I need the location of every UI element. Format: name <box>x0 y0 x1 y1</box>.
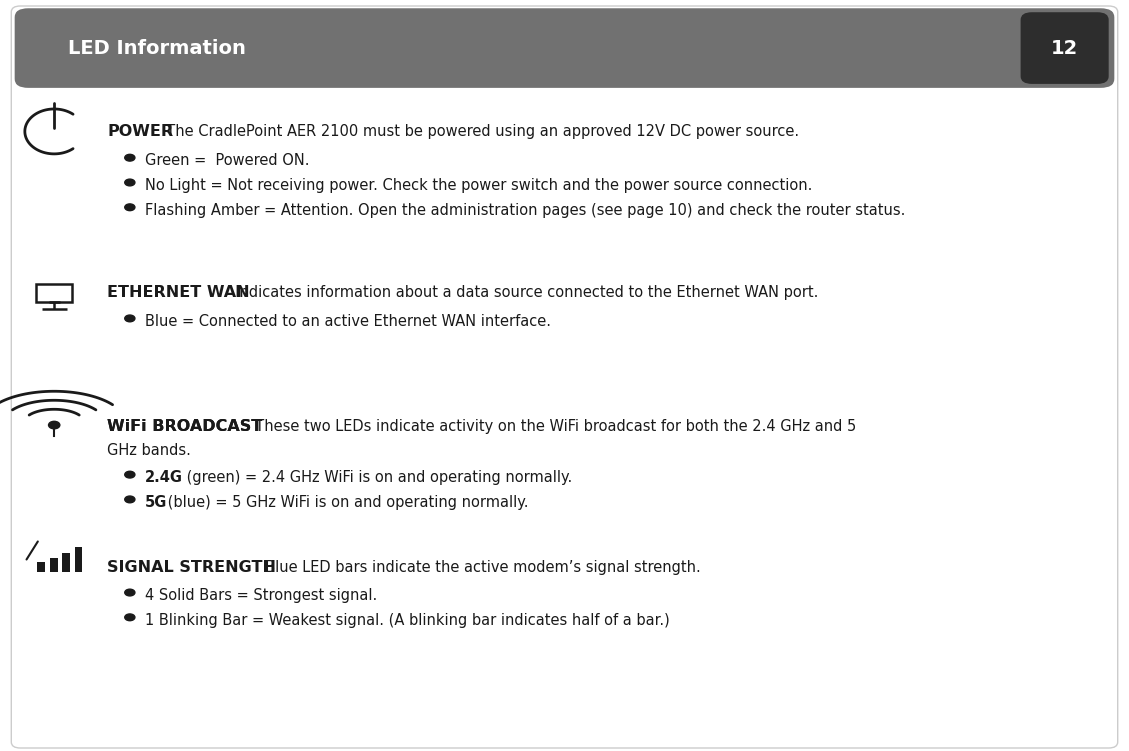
Text: The CradlePoint AER 2100 must be powered using an approved 12V DC power source.: The CradlePoint AER 2100 must be powered… <box>157 124 799 139</box>
Text: GHz bands.: GHz bands. <box>107 443 191 458</box>
Bar <box>37 562 45 572</box>
Text: Flashing Amber = Attention. Open the administration pages (see page 10) and chec: Flashing Amber = Attention. Open the adm… <box>145 203 904 218</box>
Circle shape <box>125 204 135 211</box>
Text: Blue = Connected to an active Ethernet WAN interface.: Blue = Connected to an active Ethernet W… <box>145 314 551 329</box>
Text: WiFi BROADCAST  These two LEDs indicate activity on the WiFi broadcast for both : WiFi BROADCAST These two LEDs indicate a… <box>107 419 843 434</box>
Bar <box>62 553 70 572</box>
Text: 5G: 5G <box>145 495 167 510</box>
FancyBboxPatch shape <box>1021 12 1109 84</box>
Text: Green =  Powered ON.: Green = Powered ON. <box>145 153 309 168</box>
Text: POWER: POWER <box>107 124 174 139</box>
Bar <box>50 558 58 572</box>
Circle shape <box>125 496 135 503</box>
Text: 4 Solid Bars = Strongest signal.: 4 Solid Bars = Strongest signal. <box>145 588 377 603</box>
Text: No Light = Not receiving power. Check the power switch and the power source conn: No Light = Not receiving power. Check th… <box>145 178 812 193</box>
FancyBboxPatch shape <box>15 8 1114 88</box>
Text: WiFi BROADCAST: WiFi BROADCAST <box>107 419 263 434</box>
Text: Blue LED bars indicate the active modem’s signal strength.: Blue LED bars indicate the active modem’… <box>256 559 701 575</box>
Text: 2.4G: 2.4G <box>145 470 183 485</box>
Bar <box>36 283 72 302</box>
Circle shape <box>125 472 135 478</box>
Text: Indicates information about a data source connected to the Ethernet WAN port.: Indicates information about a data sourc… <box>227 285 819 300</box>
FancyBboxPatch shape <box>11 6 1118 748</box>
Text: These two LEDs indicate activity on the WiFi broadcast for both the 2.4 GHz and : These two LEDs indicate activity on the … <box>246 419 857 434</box>
Text: SIGNAL STRENGTH: SIGNAL STRENGTH <box>107 559 277 575</box>
Text: WiFi BROADCAST: WiFi BROADCAST <box>107 419 263 434</box>
Circle shape <box>125 589 135 596</box>
Text: (blue) = 5 GHz WiFi is on and operating normally.: (blue) = 5 GHz WiFi is on and operating … <box>163 495 528 510</box>
Circle shape <box>125 614 135 620</box>
Text: ETHERNET WAN: ETHERNET WAN <box>107 285 250 300</box>
Text: 1 Blinking Bar = Weakest signal. (A blinking bar indicates half of a bar.): 1 Blinking Bar = Weakest signal. (A blin… <box>145 613 669 628</box>
Circle shape <box>125 315 135 321</box>
Text: 12: 12 <box>1051 38 1078 58</box>
Circle shape <box>125 179 135 186</box>
Text: (green) = 2.4 GHz WiFi is on and operating normally.: (green) = 2.4 GHz WiFi is on and operati… <box>182 470 571 485</box>
Circle shape <box>49 421 60 429</box>
Circle shape <box>125 154 135 161</box>
Bar <box>75 547 82 572</box>
Text: LED Information: LED Information <box>68 38 246 58</box>
